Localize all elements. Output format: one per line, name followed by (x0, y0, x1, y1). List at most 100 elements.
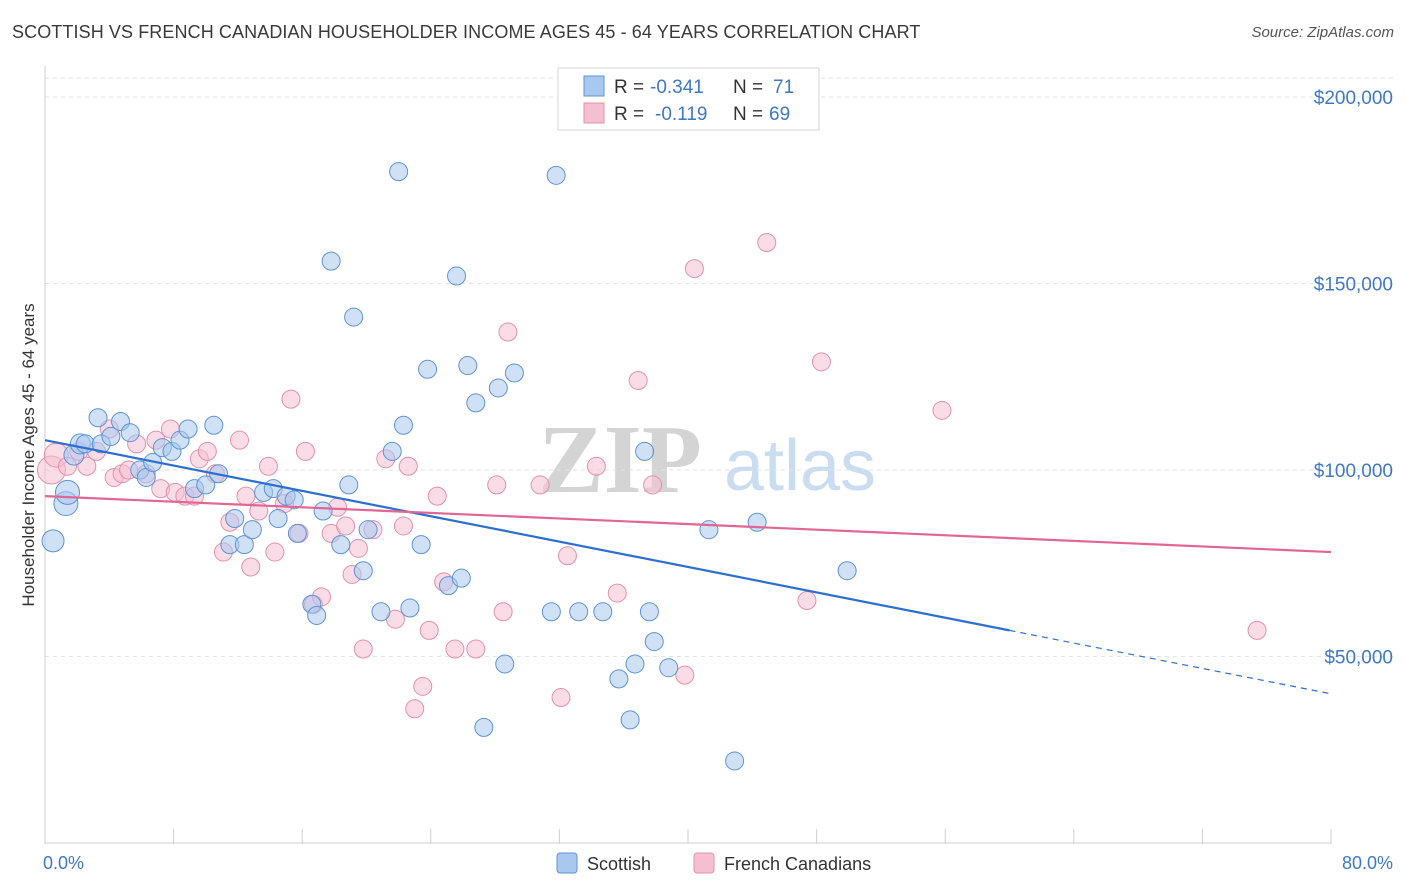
legend-french-r-value: -0.119 (655, 104, 707, 125)
scottish-point (55, 479, 81, 505)
y-tick-label: $50,000 (1324, 648, 1393, 669)
x-tick-label-0: 0.0% (43, 853, 84, 873)
scottish-trend-extension (1009, 629, 1332, 695)
scottish-point (725, 751, 745, 771)
french-canadians-point (684, 259, 704, 279)
legend-french-swatch (583, 102, 605, 124)
y-axis-title: Householder Income Ages 45 - 64 years (19, 303, 38, 606)
scottish-point (358, 520, 378, 540)
source-credit: Source: ZipAtlas.com (1251, 24, 1394, 41)
scottish-point (371, 602, 391, 622)
bottom-legend-french-label: French Canadians (724, 854, 871, 874)
chart-title: SCOTTISH VS FRENCH CANADIAN HOUSEHOLDER … (12, 22, 921, 42)
x-tick-label-80: 80.0% (1342, 853, 1393, 873)
scottish-point (204, 415, 224, 435)
french-canadians-point (258, 456, 278, 476)
y-tick-label: $200,000 (1314, 88, 1393, 109)
legend-scottish-swatch (583, 75, 605, 97)
bottom-legend-scottish-label: Scottish (587, 854, 651, 874)
french-canadians-point (295, 441, 315, 461)
scottish-point (495, 654, 515, 674)
y-tick-label: $100,000 (1314, 461, 1393, 482)
french-canadians-point (466, 639, 486, 659)
legend-french-r-label: R = (614, 104, 644, 125)
y-tick-label: $150,000 (1314, 275, 1393, 296)
scottish-point (382, 441, 402, 461)
scottish-point (307, 605, 327, 625)
french-canadians-point (348, 538, 368, 558)
scottish-point (339, 475, 359, 495)
legend-scottish-r-label: R = (614, 77, 644, 98)
french-canadians-point (445, 639, 465, 659)
scottish-point (268, 508, 288, 528)
french-canadians-point (241, 557, 261, 577)
french-canadians-point (1247, 620, 1267, 640)
scottish-point (625, 654, 645, 674)
french-canadians-point (932, 400, 952, 420)
scottish-point (639, 602, 659, 622)
french-canadians-point (405, 699, 425, 719)
scottish-point (620, 710, 640, 730)
scottish-point (699, 520, 719, 540)
scottish-point (353, 561, 373, 581)
french-canadians-point (236, 486, 256, 506)
french-canadians-point (265, 542, 285, 562)
legend-french-n-value: 69 (769, 104, 790, 125)
legend-scottish-r-value: -0.341 (650, 77, 704, 98)
y-tick-labels: $50,000 $100,000 $150,000 $200,000 (1314, 88, 1393, 669)
scottish-point (41, 529, 65, 553)
scottish-point (609, 669, 629, 689)
french-canadians-trend-line (44, 495, 1332, 554)
french-canadians-point (811, 352, 831, 372)
scottish-point (331, 535, 351, 555)
french-canadians-point (607, 583, 627, 603)
scottish-point (321, 251, 341, 271)
scottish-trend-line (44, 439, 1010, 632)
scottish-point (458, 356, 478, 376)
scottish-point (88, 408, 108, 428)
scottish-point (447, 266, 467, 286)
french-canadians-point (586, 456, 606, 476)
correlation-legend: R = -0.341 N = 71 R = -0.119 N = 69 (557, 67, 820, 131)
scottish-point (225, 508, 245, 528)
scottish-point (593, 602, 613, 622)
french-canadians-point (757, 232, 777, 252)
french-canadians-point (487, 475, 507, 495)
scottish-point (474, 717, 494, 737)
scottish-point (284, 490, 304, 510)
french-canadians-points (36, 232, 1267, 719)
french-canadians-point (643, 475, 663, 495)
french-canadians-point (197, 441, 217, 461)
legend-french-n-label: N = (733, 104, 763, 125)
french-canadians-point (336, 516, 356, 536)
watermark: ZIP atlas (538, 406, 876, 514)
french-canadians-point (551, 688, 571, 708)
french-canadians-point (230, 430, 250, 450)
scottish-point (120, 423, 140, 443)
scottish-point (393, 415, 413, 435)
scottish-point (635, 441, 655, 461)
scottish-point (488, 378, 508, 398)
french-canadians-point (493, 602, 513, 622)
scottish-point (234, 535, 254, 555)
french-canadians-point (498, 322, 518, 342)
scottish-point (389, 162, 409, 182)
french-canadians-point (675, 665, 695, 685)
french-canadians-point (797, 591, 817, 611)
scottish-point (101, 426, 121, 446)
scottish-point (242, 520, 262, 540)
scottish-point (196, 475, 216, 495)
scottish-point (178, 419, 198, 439)
bottom-legend-french-swatch (693, 852, 715, 874)
watermark-atlas: atlas (724, 426, 876, 506)
scottish-point (451, 568, 471, 588)
bottom-legend-scottish-swatch (556, 852, 578, 874)
french-canadians-point (413, 676, 433, 696)
legend-scottish-n-label: N = (733, 77, 763, 98)
french-canadians-point (530, 475, 550, 495)
scottish-point (569, 602, 589, 622)
french-canadians-point (77, 456, 97, 476)
scottish-point (400, 598, 420, 618)
trend-lines (44, 439, 1332, 695)
